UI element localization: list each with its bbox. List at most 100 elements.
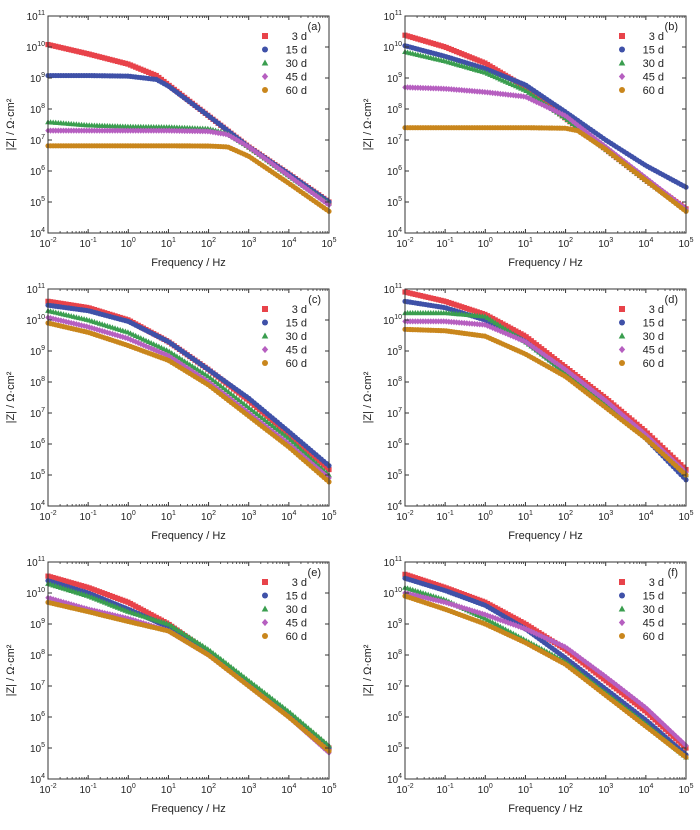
- data-point: [264, 157, 270, 164]
- x-tick-label: 104: [281, 783, 296, 796]
- x-tick-label: 104: [281, 237, 296, 250]
- series-60-d: [45, 320, 332, 485]
- data-point: [590, 134, 596, 141]
- data-point: [143, 343, 149, 350]
- data-point: [99, 327, 105, 335]
- legend-marker: [618, 59, 626, 66]
- data-point: [507, 332, 514, 339]
- y-tick-label: 1011: [384, 556, 402, 569]
- legend-marker: [618, 345, 626, 354]
- legend-label: 60 d: [286, 358, 307, 370]
- data-point: [251, 681, 258, 688]
- data-point: [308, 188, 314, 195]
- y-axis-label: |Z| / Ω·cm²: [362, 371, 374, 423]
- plot-area: [402, 571, 689, 760]
- x-tick-label: 101: [161, 783, 176, 796]
- plot-area: [45, 573, 332, 756]
- data-point: [497, 90, 504, 97]
- data-point: [50, 596, 56, 603]
- data-point: [248, 679, 255, 686]
- y-tick-label: 106: [387, 711, 402, 724]
- y-tick-label: 105: [30, 742, 45, 755]
- data-point: [194, 371, 201, 378]
- chart-panel: 10-2 10-1 100 101 102 103 104 105 104 105 106 107 10…: [5, 556, 337, 815]
- data-point: [605, 400, 612, 407]
- data-point: [587, 385, 594, 393]
- data-point: [225, 661, 232, 668]
- y-tick-label: 109: [30, 618, 45, 631]
- data-point: [644, 705, 651, 713]
- data-point: [256, 685, 263, 691]
- legend-marker: [618, 332, 626, 339]
- data-point: [251, 408, 258, 415]
- legend-marker: [261, 618, 269, 627]
- legend-label: 15 d: [643, 45, 664, 57]
- panel-label: (d): [665, 294, 678, 306]
- plot-area: [402, 32, 689, 214]
- data-point: [272, 424, 278, 430]
- y-tick-label: 106: [387, 165, 402, 178]
- series-60-d: [45, 143, 332, 214]
- legend-marker: [262, 579, 268, 585]
- legend-label: 30 d: [286, 58, 307, 70]
- x-tick-label: 103: [598, 237, 613, 250]
- plot-frame: [404, 561, 687, 780]
- data-point: [207, 647, 214, 654]
- data-point: [618, 685, 625, 693]
- data-point: [53, 316, 59, 323]
- data-point: [471, 320, 478, 328]
- data-point: [135, 339, 141, 347]
- legend-label: 45 d: [286, 72, 307, 84]
- data-point: [204, 646, 211, 652]
- data-point: [256, 412, 263, 418]
- x-tick-label: 100: [121, 237, 136, 250]
- data-point: [292, 441, 299, 447]
- y-tick-label: 108: [387, 376, 402, 389]
- data-point: [297, 181, 304, 188]
- plot-area: [45, 298, 332, 485]
- data-point: [65, 319, 72, 326]
- data-point: [665, 725, 671, 732]
- data-point: [456, 603, 462, 610]
- data-point: [310, 729, 317, 735]
- data-point: [546, 105, 553, 112]
- legend-marker: [261, 332, 269, 339]
- data-point: [277, 701, 283, 707]
- data-point: [233, 400, 239, 407]
- data-point: [228, 390, 234, 397]
- data-point: [520, 93, 527, 100]
- x-tick-label: 103: [598, 510, 613, 523]
- data-point: [253, 683, 260, 690]
- y-tick-label: 104: [30, 227, 45, 240]
- data-point: [220, 657, 227, 664]
- data-point: [60, 318, 67, 325]
- data-point: [269, 422, 276, 428]
- data-point: [261, 689, 268, 695]
- x-axis-label: Frequency / Hz: [151, 257, 226, 269]
- data-point: [569, 118, 576, 125]
- data-point: [228, 133, 234, 140]
- legend-label: 3 d: [649, 304, 664, 316]
- legend-label: 15 d: [643, 591, 664, 603]
- data-point: [495, 615, 501, 623]
- series-60-d: [45, 599, 332, 754]
- x-tick-label: 10-2: [39, 510, 56, 523]
- x-tick-label: 101: [518, 783, 533, 796]
- data-point: [580, 656, 586, 663]
- x-axis-label: Frequency / Hz: [508, 803, 583, 815]
- data-point: [83, 323, 90, 330]
- data-point: [169, 354, 175, 362]
- legend: 3 d 15 d30 d 45 d60 d: [261, 577, 307, 643]
- data-point: [300, 720, 307, 726]
- data-point: [176, 359, 183, 367]
- x-tick-label: 100: [121, 510, 136, 523]
- y-tick-label: 1011: [27, 10, 45, 23]
- data-point: [471, 608, 478, 615]
- data-point: [215, 380, 222, 387]
- data-point: [515, 92, 522, 99]
- x-tick-label: 100: [478, 783, 493, 796]
- legend-label: 3 d: [649, 577, 664, 589]
- data-point: [510, 333, 517, 340]
- data-point: [479, 610, 486, 617]
